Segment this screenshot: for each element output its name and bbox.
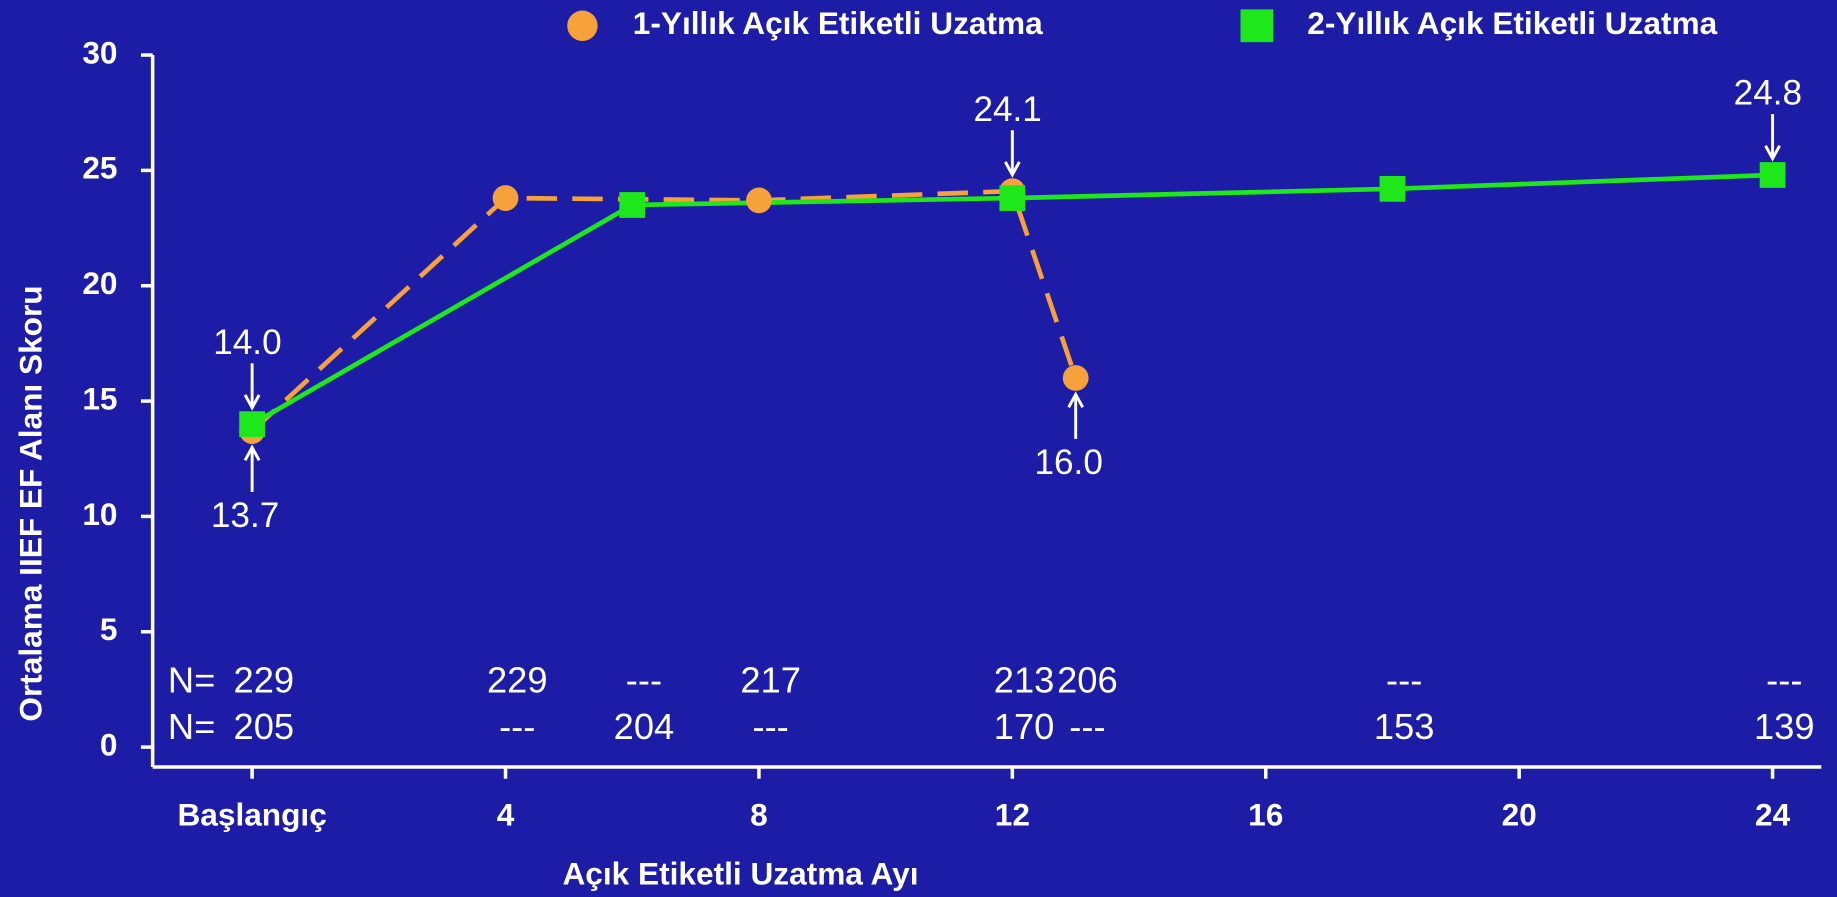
n-value: 153 [1374, 706, 1435, 747]
legend-label: 1-Yıllık Açık Etiketli Uzatma [633, 5, 1043, 41]
y-tick-label: 20 [82, 265, 117, 301]
y-tick-label: 0 [100, 726, 118, 762]
series-line [250, 172, 1773, 427]
n-row-label: N= [168, 659, 215, 700]
x-tick-label: 8 [750, 797, 768, 833]
value-label: 16.0 [1034, 443, 1102, 482]
y-tick-label: 5 [100, 611, 118, 647]
value-label: 13.7 [211, 496, 279, 535]
y-axis-label: Ortalama IIEF EF Alanı Skoru [13, 285, 49, 721]
n-value: --- [626, 659, 662, 700]
y-tick-label: 30 [82, 34, 117, 70]
n-value: --- [1386, 659, 1422, 700]
arrow-head [1764, 145, 1781, 162]
legend-label: 2-Yıllık Açık Etiketli Uzatma [1307, 5, 1717, 41]
x-tick-label: 12 [995, 797, 1030, 833]
n-value: 204 [614, 706, 675, 747]
y-tick-label: 15 [82, 380, 117, 416]
legend-marker [567, 10, 598, 41]
n-value: 217 [740, 659, 801, 700]
series-line [250, 188, 1078, 433]
value-label: 24.8 [1734, 74, 1802, 113]
x-tick-label: 4 [497, 797, 515, 833]
arrow-head [243, 444, 261, 462]
point [492, 185, 519, 211]
n-value: 229 [234, 659, 295, 700]
point [746, 187, 772, 214]
legend-marker [1240, 9, 1274, 43]
x-tick-label: 20 [1502, 797, 1537, 833]
n-value: 139 [1754, 706, 1815, 747]
x-tick-label: Başlangıç [177, 797, 326, 833]
n-value: 229 [487, 659, 548, 700]
n-row-label: N= [168, 706, 215, 747]
arrow-head [1067, 391, 1085, 408]
point [619, 192, 646, 218]
n-value: 213 [994, 659, 1055, 700]
n-value: --- [1766, 659, 1802, 700]
y-tick-label: 10 [82, 496, 117, 532]
n-value: --- [753, 706, 789, 747]
point [1379, 175, 1406, 202]
x-tick-label: 24 [1755, 797, 1791, 833]
n-value: 206 [1057, 659, 1118, 700]
x-tick-label: 16 [1248, 797, 1283, 833]
n-value: 170 [994, 706, 1055, 747]
point [999, 185, 1026, 211]
y-tick-label: 25 [82, 150, 117, 186]
point [239, 411, 265, 438]
x-axis-label: Açık Etiketli Uzatma Ayı [562, 855, 918, 891]
n-value: --- [499, 706, 535, 747]
point [1062, 365, 1089, 391]
n-value: 205 [234, 706, 295, 747]
arrow-head [1004, 161, 1021, 178]
value-label: 24.1 [973, 90, 1041, 129]
n-value: --- [1069, 706, 1105, 747]
point [1759, 162, 1786, 188]
value-label: 14.0 [213, 323, 281, 362]
arrow-head [243, 394, 261, 411]
